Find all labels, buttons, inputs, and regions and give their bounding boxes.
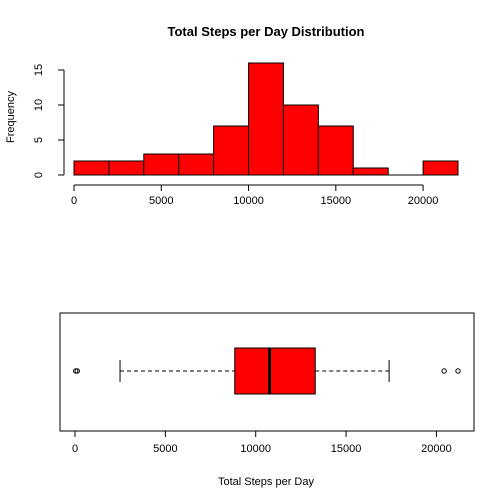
histogram-bar-7 (317, 125, 354, 176)
histogram-x-axis: 0 5000 10000 15000 20000 (71, 184, 439, 207)
histogram-bar-6 (282, 104, 319, 176)
histogram-title: Total Steps per Day Distribution (168, 24, 365, 39)
histogram-x-tick-label-3: 15000 (321, 195, 352, 207)
histogram-y-tick-label-0: 0 (33, 172, 45, 178)
boxplot-box (234, 347, 316, 395)
histogram-bars (73, 62, 459, 176)
histogram-y-tick-label-2: 10 (33, 99, 45, 111)
boxplot-x-tick-label-4: 20000 (421, 443, 452, 455)
boxplot-x-tick-label-0: 0 (72, 443, 78, 455)
histogram-y-axis: 0 5 10 15 (33, 64, 65, 178)
histogram-x-tick-label-0: 0 (71, 195, 77, 207)
histogram-bar-5 (248, 62, 284, 176)
boxplot-panel: 0 5000 10000 15000 20000 Total Steps per Day (59, 312, 475, 488)
boxplot-outlier-2 (441, 368, 447, 374)
boxplot-x-tick-label-3: 15000 (331, 443, 362, 455)
boxplot-outlier-3 (455, 368, 461, 374)
boxplot-x-axis: 0 5000 10000 15000 20000 (72, 430, 452, 455)
histogram-x-tick-label-2: 10000 (233, 195, 264, 207)
histogram-y-tick-label-1: 5 (33, 137, 45, 143)
histogram-y-axis-label: Frequency (5, 91, 17, 143)
histogram-bar-10 (422, 160, 459, 176)
boxplot-x-axis-label: Total Steps per Day (218, 476, 314, 488)
histogram-y-tick-label-3: 15 (33, 64, 45, 76)
histogram-x-tick-label-1: 5000 (149, 195, 173, 207)
boxplot-outlier-1 (74, 368, 80, 374)
histogram-bar-2 (143, 153, 180, 176)
histogram-x-tick-label-4: 20000 (408, 195, 439, 207)
boxplot-x-tick-label-1: 5000 (153, 443, 177, 455)
histogram-bar-1 (108, 160, 145, 176)
boxplot-elements (73, 347, 461, 395)
histogram-bar-8 (352, 167, 389, 176)
histogram-bar-3 (178, 153, 215, 176)
boxplot-x-tick-label-2: 10000 (240, 443, 271, 455)
histogram-panel: Total Steps per Day Distribution Frequen… (5, 24, 459, 207)
histogram-bar-4 (213, 125, 250, 176)
histogram-bar-0 (73, 160, 110, 176)
